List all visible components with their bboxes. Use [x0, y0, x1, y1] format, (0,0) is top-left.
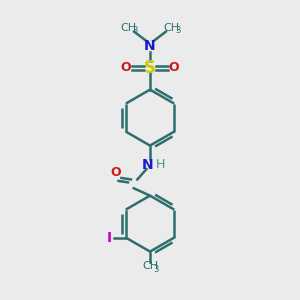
- Text: N: N: [142, 158, 154, 172]
- Text: O: O: [169, 61, 179, 74]
- Text: CH: CH: [142, 261, 158, 271]
- Text: O: O: [111, 166, 122, 178]
- Text: O: O: [121, 61, 131, 74]
- Text: 3: 3: [175, 26, 180, 35]
- Text: CH: CH: [121, 23, 137, 33]
- Text: 3: 3: [154, 265, 159, 274]
- Text: H: H: [156, 158, 165, 171]
- Text: I: I: [107, 231, 112, 244]
- Text: 3: 3: [133, 26, 138, 35]
- Text: S: S: [144, 58, 156, 76]
- Text: CH: CH: [163, 23, 179, 33]
- Text: N: N: [144, 39, 156, 53]
